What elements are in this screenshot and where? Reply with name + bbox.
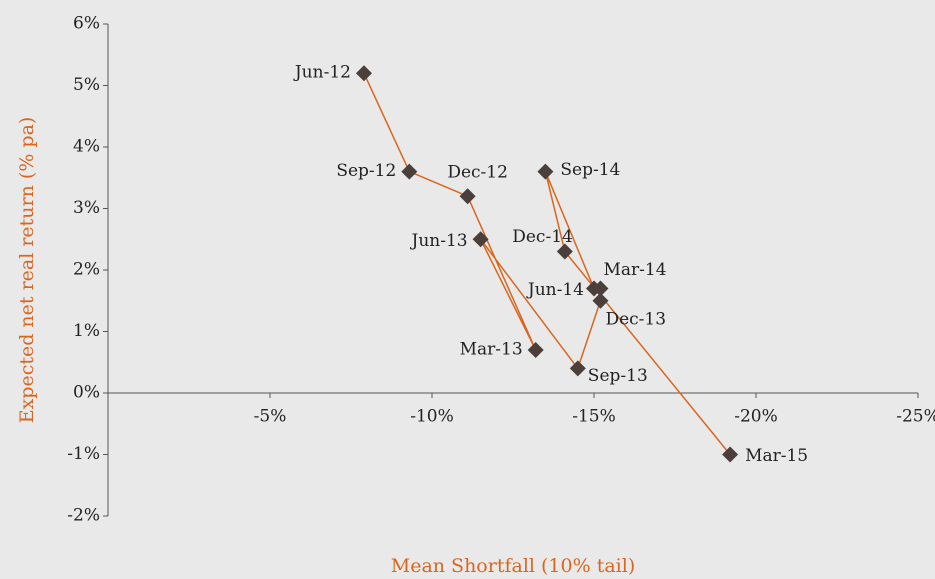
marker bbox=[527, 341, 544, 358]
y-tick-label: 0% bbox=[73, 383, 100, 403]
marker bbox=[401, 163, 418, 180]
point-label: Mar-13 bbox=[460, 339, 523, 359]
x-tick-label: -5% bbox=[254, 407, 287, 427]
point-label: Dec-13 bbox=[605, 309, 666, 329]
marker bbox=[569, 360, 586, 377]
marker bbox=[722, 446, 739, 463]
point-label: Dec-14 bbox=[512, 227, 573, 247]
x-tick-label: -20% bbox=[734, 407, 778, 427]
x-tick-label: -25% bbox=[896, 407, 935, 427]
marker bbox=[355, 65, 372, 82]
y-axis-title: Expected net real return (% pa) bbox=[16, 117, 38, 424]
y-tick-label: 3% bbox=[73, 198, 100, 218]
y-tick-label: -2% bbox=[67, 506, 100, 526]
marker bbox=[459, 188, 476, 205]
y-tick-label: 1% bbox=[73, 321, 100, 341]
point-label: Sep-12 bbox=[336, 161, 396, 181]
marker bbox=[556, 243, 573, 260]
point-label: Mar-15 bbox=[745, 446, 808, 466]
point-label: Jun-14 bbox=[526, 280, 584, 300]
point-label: Sep-13 bbox=[588, 366, 648, 386]
y-tick-label: 2% bbox=[73, 260, 100, 280]
x-tick-label: -15% bbox=[572, 407, 616, 427]
y-tick-label: 4% bbox=[73, 137, 100, 157]
y-tick-label: -1% bbox=[67, 444, 100, 464]
x-tick-label: -10% bbox=[410, 407, 454, 427]
point-label: Jun-13 bbox=[410, 231, 468, 251]
marker bbox=[537, 163, 554, 180]
point-label: Dec-12 bbox=[447, 163, 508, 183]
y-tick-label: 5% bbox=[73, 75, 100, 95]
point-label: Jun-12 bbox=[293, 63, 351, 83]
marker bbox=[592, 292, 609, 309]
marker bbox=[472, 231, 489, 248]
point-label: Mar-14 bbox=[603, 260, 666, 280]
connector-line bbox=[363, 72, 731, 455]
point-label: Sep-14 bbox=[560, 160, 620, 180]
marker bbox=[586, 280, 602, 297]
x-axis-title: Mean Shortfall (10% tail) bbox=[391, 555, 635, 577]
y-tick-label: 6% bbox=[73, 14, 100, 34]
